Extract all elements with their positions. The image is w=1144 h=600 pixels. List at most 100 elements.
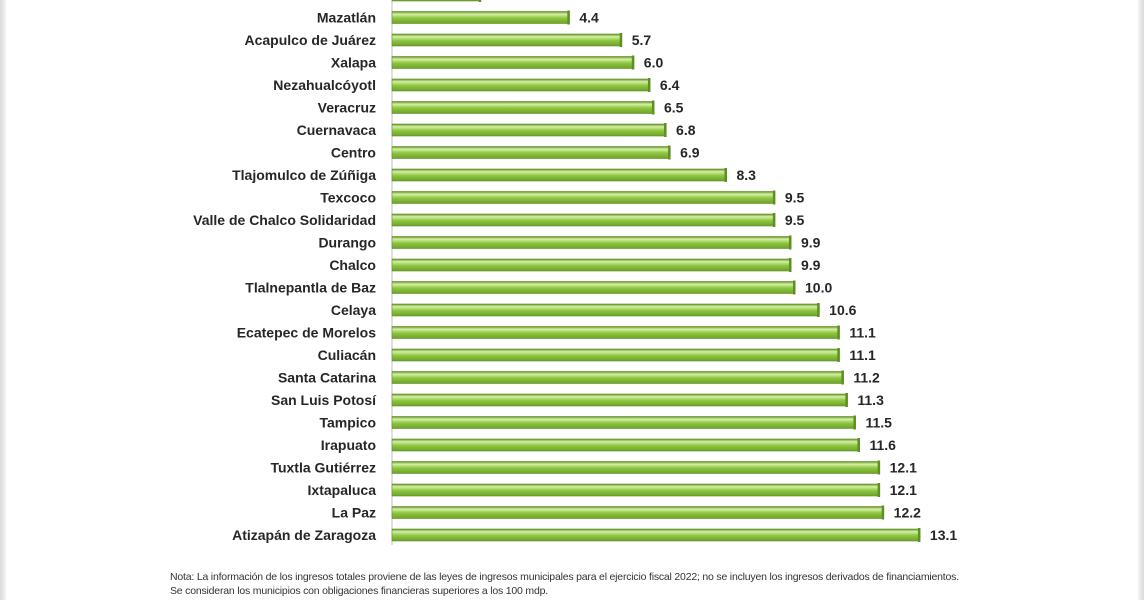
bar-end-cap [841,370,844,385]
bar-end-cap [724,168,727,182]
bar-end-cap [478,0,482,2]
category-label: Culiacán [318,347,376,363]
bar [391,191,776,204]
category-label: Ecatepec de Morelos [237,325,376,341]
bar-end-cap [772,190,776,205]
bar [391,438,860,452]
category-label: Celaya [331,302,376,318]
bar-end-cap [788,235,792,250]
value-label: 12.1 [890,460,917,476]
category-label: Xalapa [331,55,376,71]
value-label: 9.9 [801,257,821,273]
value-label: 6.4 [660,77,680,93]
value-label: 11.6 [869,437,896,453]
bar [391,461,880,474]
value-label: 11.1 [849,347,876,363]
value-label: 6.8 [676,122,696,138]
bar [391,78,651,92]
bar-chart: Mazatlán 4.4 Acapulco de Juárez 5.7 Xalapa 6.… [193,0,957,545]
value-label: 11.2 [853,370,880,386]
bar [391,213,776,227]
category-label: La Paz [332,505,376,521]
page-left-edge [0,0,6,600]
category-label: Santa Catarina [278,370,376,386]
bar [391,123,667,137]
bar [391,483,880,497]
bar [391,281,796,294]
bar-end-cap [668,145,671,160]
category-label: Atizapán de Zaragoza [232,527,376,543]
bar [391,348,840,362]
category-label: Ixtapaluca [308,482,377,498]
category-label: Tuxtla Gutiérrez [270,460,376,476]
category-label: Valle de Chalco Solidaridad [193,212,376,228]
value-label: 8.3 [736,167,756,183]
category-label: Cuernavaca [297,122,377,138]
category-label: Tampico [319,415,376,431]
bar [391,56,635,69]
bar-end-cap [567,10,570,25]
value-label: 4.4 [579,10,599,26]
bar-end-cap [857,438,860,452]
bar [391,303,820,317]
value-label: 6.0 [644,55,664,71]
value-label: 10.6 [829,302,856,318]
bar [391,393,848,407]
value-label: 13.1 [930,527,957,543]
bar [391,101,655,114]
bar-end-cap [619,33,623,47]
value-label: 10.0 [805,280,832,296]
bar [391,236,792,249]
bar-end-cap [788,258,792,272]
bar-end-cap [837,325,840,340]
bar [391,326,840,339]
bar [391,146,671,159]
category-label: Irapuato [321,437,376,453]
bar [391,258,792,272]
category-label: Texcoco [320,190,376,206]
bar-end-cap [651,100,655,115]
bar-end-cap [881,505,885,520]
bar [391,371,844,384]
bar [391,528,921,542]
value-label: 5.7 [632,32,652,48]
value-label: 9.9 [801,235,821,251]
category-label: Chalco [329,257,376,273]
value-label: 11.3 [857,392,884,408]
category-label: Mazatlán [317,10,376,26]
value-label: 11.5 [865,415,892,431]
value-label: 6.5 [664,100,684,116]
category-label: Acapulco de Juárez [245,32,377,48]
bar [391,33,623,47]
bar-end-cap [917,528,921,542]
category-label: Durango [318,235,376,251]
footnote-line-1: Nota: La información de los ingresos tot… [170,571,959,583]
page-right-edge [1138,0,1144,600]
value-label: 11.1 [849,325,876,341]
bar [391,0,481,2]
bar [391,506,884,519]
category-label: Tlajomulco de Zúñiga [232,167,376,183]
bar-end-cap [631,55,635,70]
bar-end-cap [664,123,667,137]
bar-end-cap [837,348,840,362]
bar-end-cap [772,213,776,227]
value-label: 9.5 [785,190,805,206]
value-label: 9.5 [785,212,805,228]
footnote-line-2: Se consideran los municipios con obligac… [170,585,548,597]
category-label: Tlalnepantla de Baz [245,280,376,296]
value-label: 6.9 [680,145,700,161]
bar [391,416,856,429]
category-label: San Luis Potosí [271,392,377,408]
value-label: 12.2 [894,505,921,521]
value-label: 12.1 [890,482,917,498]
bar-end-cap [817,303,820,317]
bar-end-cap [793,280,796,295]
category-label: Veracruz [318,100,376,116]
category-label: Centro [331,145,376,161]
category-label: Nezahualcóyotl [273,77,376,93]
bar-end-cap [845,393,848,407]
bar [391,11,570,24]
bar-end-cap [853,415,856,430]
bar [391,168,727,182]
